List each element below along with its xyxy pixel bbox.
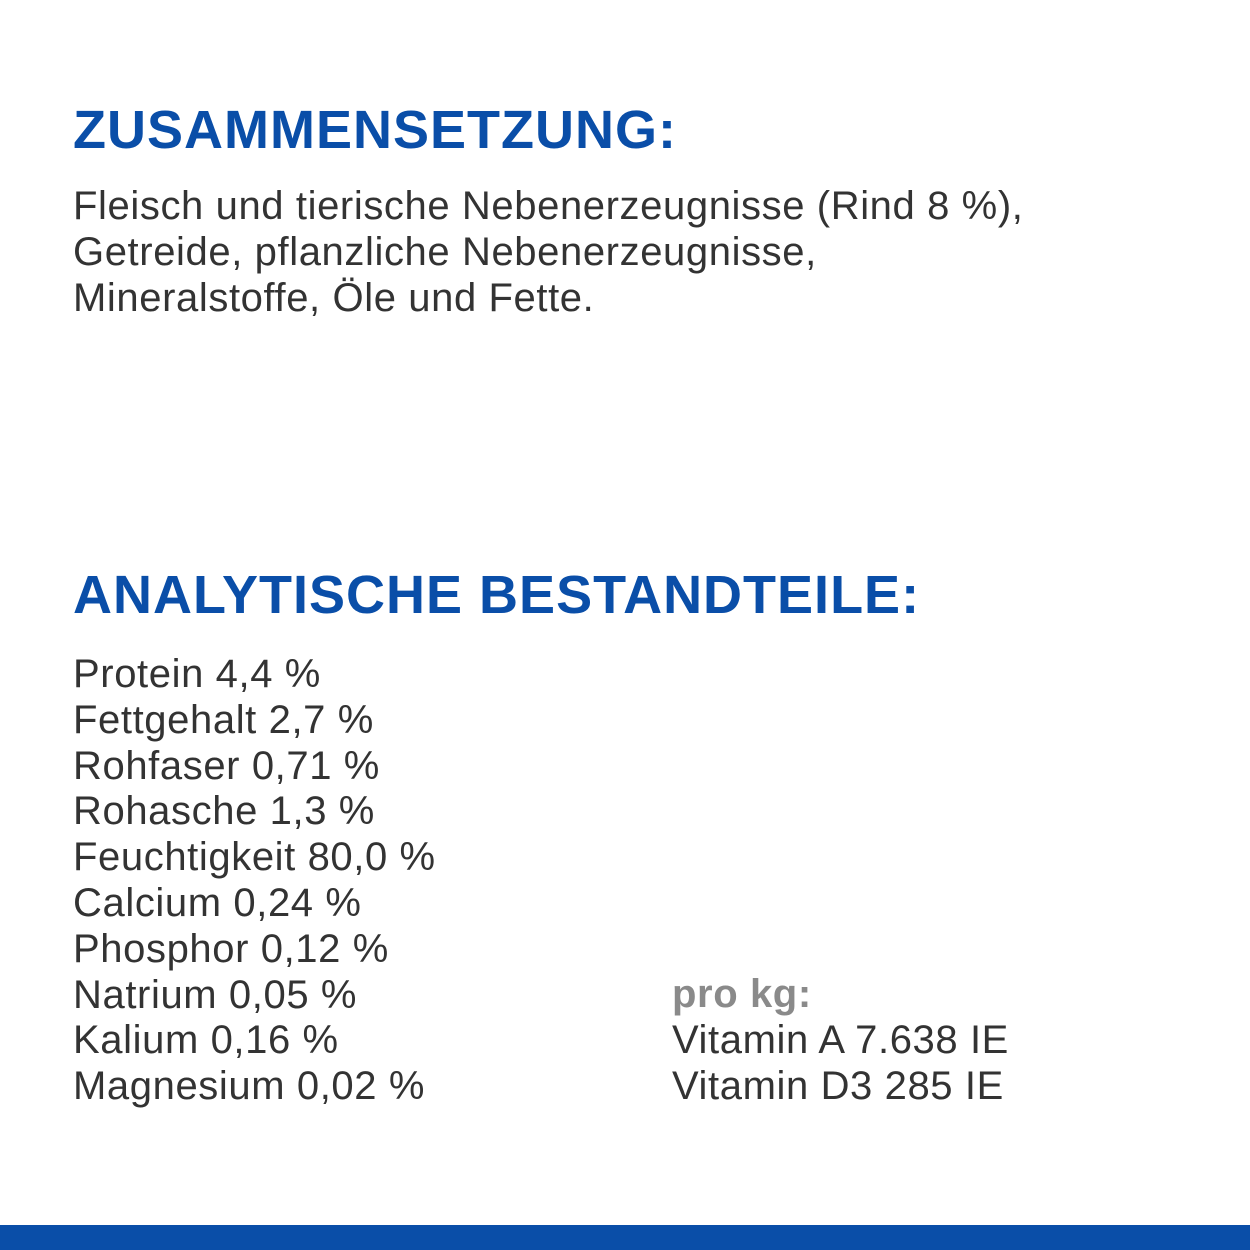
composition-line: Getreide, pflanzliche Nebenerzeugnisse, xyxy=(73,229,817,274)
composition-line: Fleisch und tierische Nebenerzeugnisse (… xyxy=(73,184,1024,228)
composition-line: Mineralstoffe, Öle und Fette. xyxy=(73,275,595,320)
footer-bar xyxy=(0,1225,1250,1250)
per-kg-list: pro kg: Vitamin A 7.638 IE Vitamin D3 28… xyxy=(672,972,1009,1109)
analysis-item: Calcium 0,24 % xyxy=(73,880,362,925)
analysis-item: Protein 4,4 % xyxy=(73,652,321,696)
analysis-list: Protein 4,4 % Fettgehalt 2,7 % Rohfaser … xyxy=(73,652,436,1110)
per-kg-label: pro kg: xyxy=(672,972,812,1016)
composition-heading: ZUSAMMENSETZUNG: xyxy=(73,100,677,160)
analysis-item: Fettgehalt 2,7 % xyxy=(73,697,374,742)
analysis-item: Natrium 0,05 % xyxy=(73,972,358,1017)
vitamin-item: Vitamin A 7.638 IE xyxy=(672,1017,1009,1062)
composition-text: Fleisch und tierische Nebenerzeugnisse (… xyxy=(73,184,1023,321)
analysis-item: Phosphor 0,12 % xyxy=(73,926,389,971)
analysis-item: Kalium 0,16 % xyxy=(73,1018,339,1063)
analysis-item: Rohfaser 0,71 % xyxy=(73,743,380,788)
analysis-item: Magnesium 0,02 % xyxy=(73,1064,426,1109)
analysis-heading: ANALYTISCHE BESTANDTEILE: xyxy=(73,565,921,625)
analysis-item: Rohasche 1,3 % xyxy=(73,789,375,834)
vitamin-item: Vitamin D3 285 IE xyxy=(672,1063,1004,1108)
analysis-item: Feuchtigkeit 80,0 % xyxy=(73,835,436,880)
